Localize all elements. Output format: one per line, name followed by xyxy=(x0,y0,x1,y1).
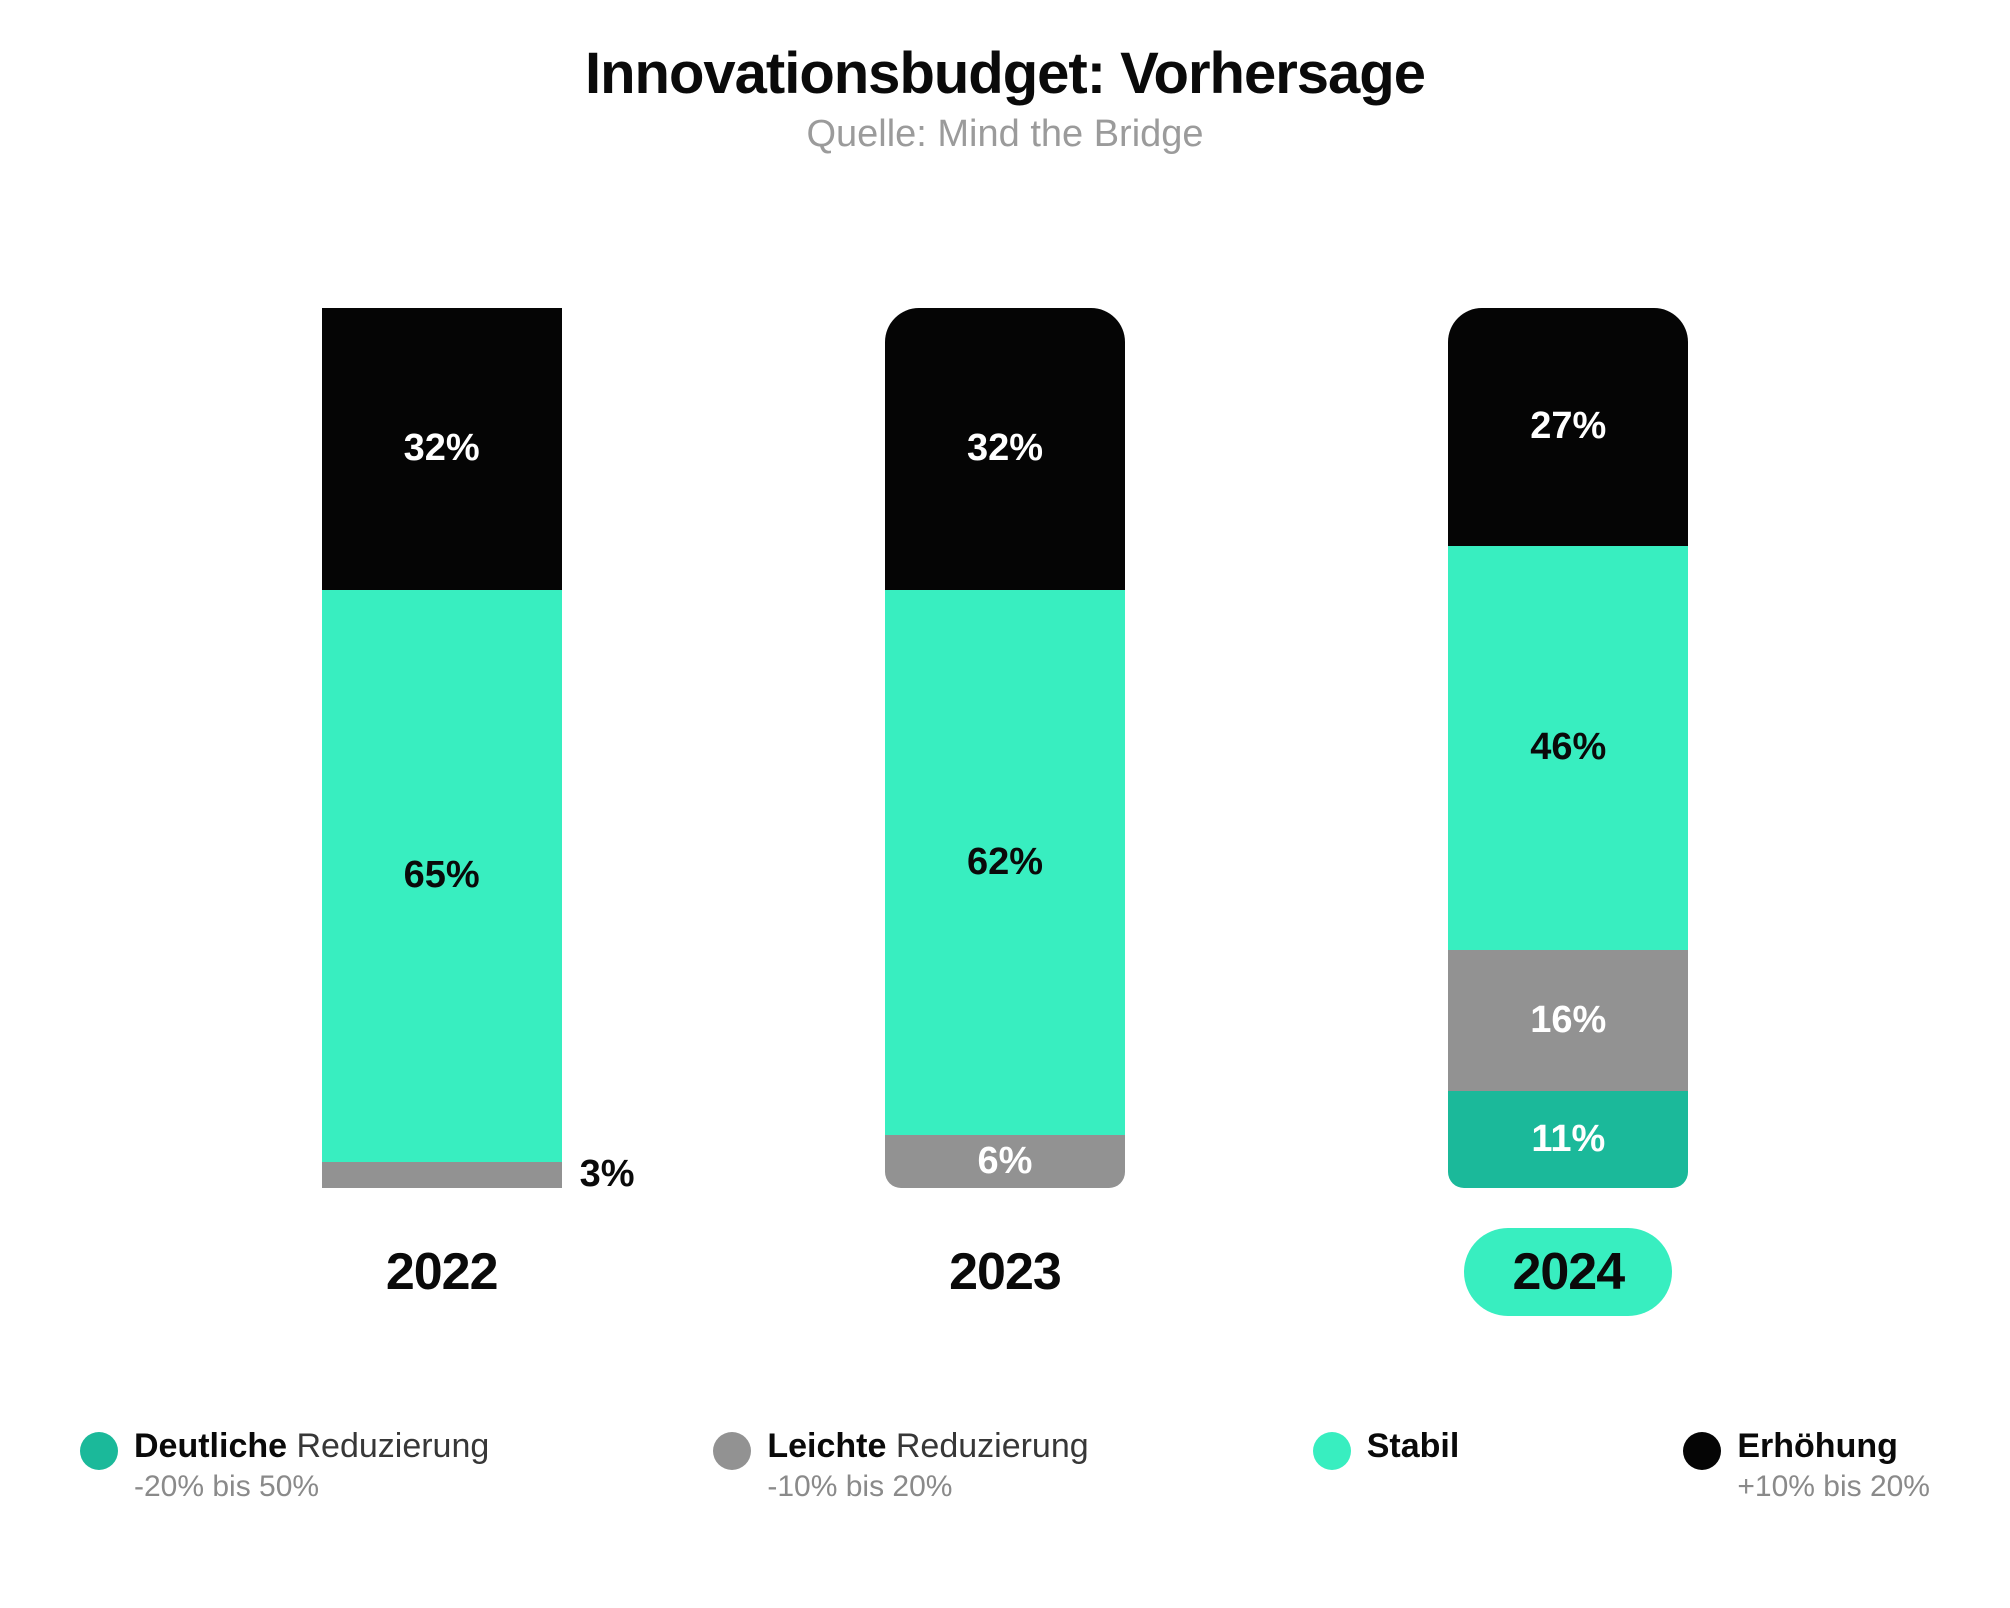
legend: Deutliche Reduzierung-20% bis 50% Leichte… xyxy=(60,1426,1950,1505)
legend-sub-label: +10% bis 20% xyxy=(1737,1469,1930,1505)
segment-label: 62% xyxy=(967,841,1043,884)
bars-area: 32% 65% 3% 2022 32% 62% 6% 2023 27% 46% 16% 11% 2024 xyxy=(60,256,1950,1316)
bar-column: 27% 46% 16% 11% 2024 xyxy=(1287,308,1850,1316)
legend-swatch xyxy=(1683,1432,1721,1470)
stacked-bar: 27% 46% 16% 11% xyxy=(1448,308,1688,1188)
legend-main-label: Erhöhung xyxy=(1737,1426,1930,1467)
year-label: 2024 xyxy=(1464,1228,1672,1316)
legend-item: Leichte Reduzierung-10% bis 20% xyxy=(713,1426,1088,1505)
legend-item: Stabil xyxy=(1313,1426,1460,1470)
legend-text: Stabil xyxy=(1367,1426,1460,1467)
bar-segment: 6% xyxy=(885,1135,1125,1188)
legend-swatch xyxy=(713,1432,751,1470)
bar-segment: 62% xyxy=(885,590,1125,1136)
stacked-bar: 32% 65% 3% xyxy=(322,308,562,1188)
chart-subtitle: Quelle: Mind the Bridge xyxy=(60,113,1950,156)
bar-segment: 32% xyxy=(322,308,562,590)
legend-sub-label: -20% bis 50% xyxy=(134,1469,489,1505)
year-label: 2022 xyxy=(338,1228,546,1316)
bar-segment: 27% xyxy=(1448,308,1688,546)
segment-label: 46% xyxy=(1530,726,1606,769)
segment-label: 32% xyxy=(404,427,480,470)
chart-title: Innovationsbudget: Vorhersage xyxy=(60,40,1950,107)
segment-label: 16% xyxy=(1530,999,1606,1042)
legend-text: Erhöhung+10% bis 20% xyxy=(1737,1426,1930,1505)
legend-text: Leichte Reduzierung-10% bis 20% xyxy=(767,1426,1088,1505)
bar-column: 32% 65% 3% 2022 xyxy=(160,308,723,1316)
chart-container: Innovationsbudget: Vorhersage Quelle: Mi… xyxy=(60,40,1950,1568)
legend-text: Deutliche Reduzierung-20% bis 50% xyxy=(134,1426,489,1505)
legend-sub-label: -10% bis 20% xyxy=(767,1469,1088,1505)
bar-segment: 65% xyxy=(322,590,562,1162)
bar-segment: 16% xyxy=(1448,950,1688,1091)
legend-item: Erhöhung+10% bis 20% xyxy=(1683,1426,1930,1505)
bar-segment: 11% xyxy=(1448,1091,1688,1188)
segment-label: 6% xyxy=(978,1140,1033,1183)
year-label: 2023 xyxy=(901,1228,1109,1316)
bar-segment: 32% xyxy=(885,308,1125,590)
segment-label: 11% xyxy=(1531,1118,1605,1161)
legend-swatch xyxy=(1313,1432,1351,1470)
legend-main-label: Deutliche Reduzierung xyxy=(134,1426,489,1467)
bar-column: 32% 62% 6% 2023 xyxy=(723,308,1286,1316)
legend-main-label: Leichte Reduzierung xyxy=(767,1426,1088,1467)
bar-segment: 3% xyxy=(322,1162,562,1188)
legend-swatch xyxy=(80,1432,118,1470)
segment-label: 32% xyxy=(967,427,1043,470)
legend-main-label: Stabil xyxy=(1367,1426,1460,1467)
segment-label: 3% xyxy=(580,1153,635,1196)
bar-segment: 46% xyxy=(1448,546,1688,951)
stacked-bar: 32% 62% 6% xyxy=(885,308,1125,1188)
segment-label: 65% xyxy=(404,854,480,897)
segment-label: 27% xyxy=(1530,405,1606,448)
legend-item: Deutliche Reduzierung-20% bis 50% xyxy=(80,1426,489,1505)
